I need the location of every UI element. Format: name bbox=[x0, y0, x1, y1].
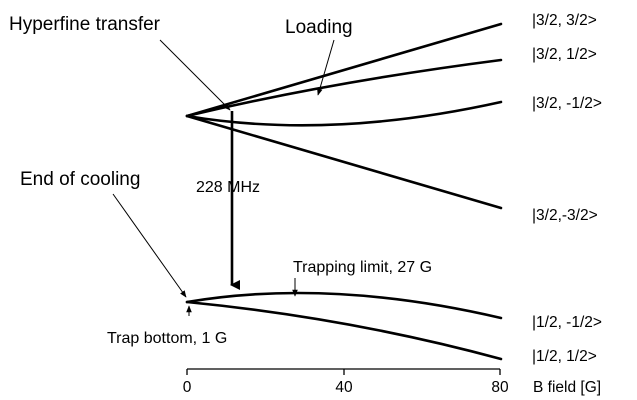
state-label: |3/2, -1/2> bbox=[532, 95, 602, 112]
loading-pointer bbox=[317, 39, 335, 96]
trap-bottom-label: Trap bottom, 1 G bbox=[107, 330, 227, 347]
state-label: |3/2, 1/2> bbox=[532, 46, 597, 63]
curve-1-2-minus-1-2 bbox=[185, 291, 503, 320]
trapping-limit-label: Trapping limit, 27 G bbox=[293, 259, 432, 276]
x-tick-label: 0 bbox=[183, 379, 192, 396]
x-axis-label: B field [G] bbox=[533, 379, 601, 396]
frequency-label: 228 MHz bbox=[196, 179, 260, 196]
state-label: |1/2, 1/2> bbox=[532, 348, 597, 365]
curve-3-2-3-2 bbox=[185, 22, 503, 118]
hyperfine-transfer-label: Hyperfine transfer bbox=[9, 14, 161, 35]
end-of-cooling-label: End of cooling bbox=[20, 169, 140, 190]
state-label: |3/2,-3/2> bbox=[532, 207, 598, 224]
curve-3-2-minus-3-2 bbox=[185, 114, 503, 210]
curve-3-2-minus-1-2 bbox=[185, 100, 503, 127]
loading-label: Loading bbox=[285, 17, 353, 38]
x-tick-label: 80 bbox=[491, 379, 509, 396]
hyperfine-transfer-pointer bbox=[159, 39, 231, 111]
curve-3-2-1-2 bbox=[185, 58, 503, 118]
end-of-cooling-pointer bbox=[112, 193, 187, 298]
state-label: |3/2, 3/2> bbox=[532, 12, 597, 29]
x-tick-label: 40 bbox=[335, 379, 353, 396]
curve-1-2-1-2 bbox=[185, 300, 503, 361]
state-label: |1/2, -1/2> bbox=[532, 314, 602, 331]
